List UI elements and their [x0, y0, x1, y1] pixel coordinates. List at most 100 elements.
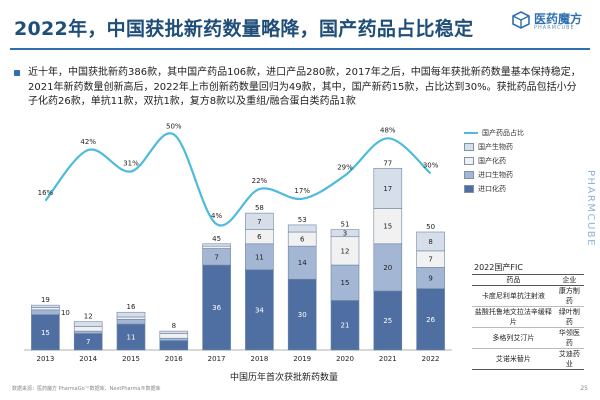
legend-line-swatch [464, 132, 478, 134]
extra-label: 10 [61, 309, 70, 317]
bar-total-label: 51 [341, 221, 350, 229]
bar-segment [116, 311, 146, 318]
chart-legend: 国产药品占比国产生物药国产化药进口生物药进口化药 [464, 126, 524, 196]
segment-label: 12 [341, 247, 350, 255]
fic-table-row: 艾诺米替片 艾迪药业 [472, 348, 584, 370]
segment-label: 20 [383, 264, 392, 272]
bar-segment [73, 321, 103, 327]
fic-company-cell: 绿叶制药 [554, 306, 584, 328]
bar-segment [330, 300, 360, 351]
source-note: 数据来源：医药魔方 PharmaGo™数据库、NextPharma®数据库 [12, 386, 161, 392]
legend-swatch [464, 143, 474, 151]
legend-label: 进口化药 [478, 185, 506, 193]
logo-name: 医药魔方 [534, 12, 583, 26]
x-tick-label: 2017 [208, 355, 226, 363]
bar-total-label: 50 [426, 223, 435, 231]
legend-item: 国产药品占比 [464, 126, 524, 140]
segment-label: 21 [341, 322, 350, 330]
bar-segment [73, 326, 103, 332]
legend-item: 进口生物药 [464, 168, 524, 182]
x-tick-label: 2016 [165, 355, 183, 363]
fic-company-cell: 华领医药 [554, 327, 584, 349]
fic-drug-cell: 盐酸托鲁地文拉法辛缓释片 [472, 306, 555, 328]
bullet-square-icon [14, 70, 20, 76]
segment-label: 36 [212, 304, 221, 312]
bar-segment [287, 245, 317, 280]
bar-segment [373, 208, 403, 245]
x-tick-label: 2018 [250, 355, 268, 363]
bar-segment [116, 319, 146, 325]
fic-drug-cell: 多格列艾汀片 [472, 327, 555, 349]
fic-header-drug: 药品 [472, 274, 555, 286]
segment-label: 25 [383, 317, 392, 325]
bar-segment [31, 307, 60, 311]
bar-segment [245, 212, 274, 230]
share-line [44, 132, 432, 227]
segment-label: 3 [343, 230, 347, 238]
bar-segment [159, 333, 189, 339]
bar-total-label: 77 [383, 159, 392, 167]
page-title: 2022年，中国获批新药数量略降，国产药品占比稳定 [14, 18, 474, 40]
share-label: 31% [123, 159, 139, 167]
segment-label: 34 [255, 306, 264, 314]
segment-label: 8 [428, 238, 432, 246]
legend-swatch [464, 171, 474, 179]
fic-table-row: 盐酸托鲁地文拉法辛缓释片 绿叶制药 [472, 306, 584, 328]
fic-table: 药品 企业 卡度尼利单抗注射液 康方制药 盐酸托鲁地文拉法辛缓释片 绿叶制药 多格列艾汀… [472, 274, 584, 370]
bar-segment [31, 309, 60, 315]
fic-drug-cell: 艾诺米替片 [472, 348, 555, 370]
segment-label: 9 [428, 275, 432, 283]
fic-table-row: 多格列艾汀片 华领医药 [472, 327, 584, 349]
segment-label: 30 [298, 311, 307, 319]
segment-label: 15 [383, 223, 392, 231]
segment-label: 14 [298, 259, 307, 267]
legend-label: 进口生物药 [478, 171, 513, 179]
share-label: 17% [294, 187, 310, 195]
fic-table-title: 2022国产FIC [474, 263, 523, 272]
fic-company-cell: 艾迪药业 [554, 348, 584, 370]
segment-label: 26 [426, 316, 435, 324]
segment-label: 17 [383, 185, 392, 193]
x-tick-label: 2021 [379, 355, 397, 363]
bar-segment [73, 330, 103, 334]
summary-bullet: 近十年，中国获批新药386款，其中国产药品106款，进口产品280款，2017年… [14, 66, 584, 110]
share-label: 30% [423, 161, 439, 169]
segment-label: 7 [86, 338, 90, 346]
bar-segment [31, 304, 60, 308]
bar-segment [116, 316, 146, 320]
segment-label: 15 [341, 279, 350, 287]
legend-item: 国产生物药 [464, 140, 524, 154]
share-label: 22% [252, 177, 268, 185]
segment-label: 7 [214, 253, 218, 261]
bar-total-label: 53 [298, 216, 307, 224]
side-watermark: PHARMCUBE [585, 170, 596, 247]
share-label: 50% [166, 122, 182, 130]
x-tick-label: 2014 [79, 355, 97, 363]
bar-segment [202, 245, 231, 249]
bar-total-label: 12 [84, 313, 93, 321]
fic-table-row: 卡度尼利单抗注射液 康方制药 [472, 285, 584, 307]
bar-segment [159, 337, 189, 341]
legend-label: 国产药品占比 [482, 129, 524, 137]
segment-label: 11 [255, 253, 264, 261]
summary-text: 近十年，中国获批新药386款，其中国产药品106款，进口产品280款，2017年… [28, 67, 581, 107]
bar-segment [373, 167, 403, 209]
bar-segment [416, 231, 445, 252]
bar-total-label: 16 [127, 303, 136, 311]
legend-label: 国产生物药 [478, 143, 513, 151]
bar-segment [373, 243, 403, 292]
share-label: 48% [380, 126, 396, 134]
bar-segment [202, 243, 231, 247]
fic-company-cell: 康方制药 [554, 285, 584, 307]
legend-label: 国产化药 [478, 157, 506, 165]
cube-logo-icon [512, 11, 530, 29]
bar-segment [287, 278, 317, 351]
segment-label: 7 [257, 218, 261, 226]
x-axis-title: 中国历年首次获批新药数量 [230, 373, 339, 383]
bar-segment [416, 288, 445, 351]
bar-segment [330, 264, 360, 301]
share-label: 4% [211, 212, 222, 220]
bar-segment [159, 340, 189, 351]
legend-swatch [464, 157, 474, 165]
